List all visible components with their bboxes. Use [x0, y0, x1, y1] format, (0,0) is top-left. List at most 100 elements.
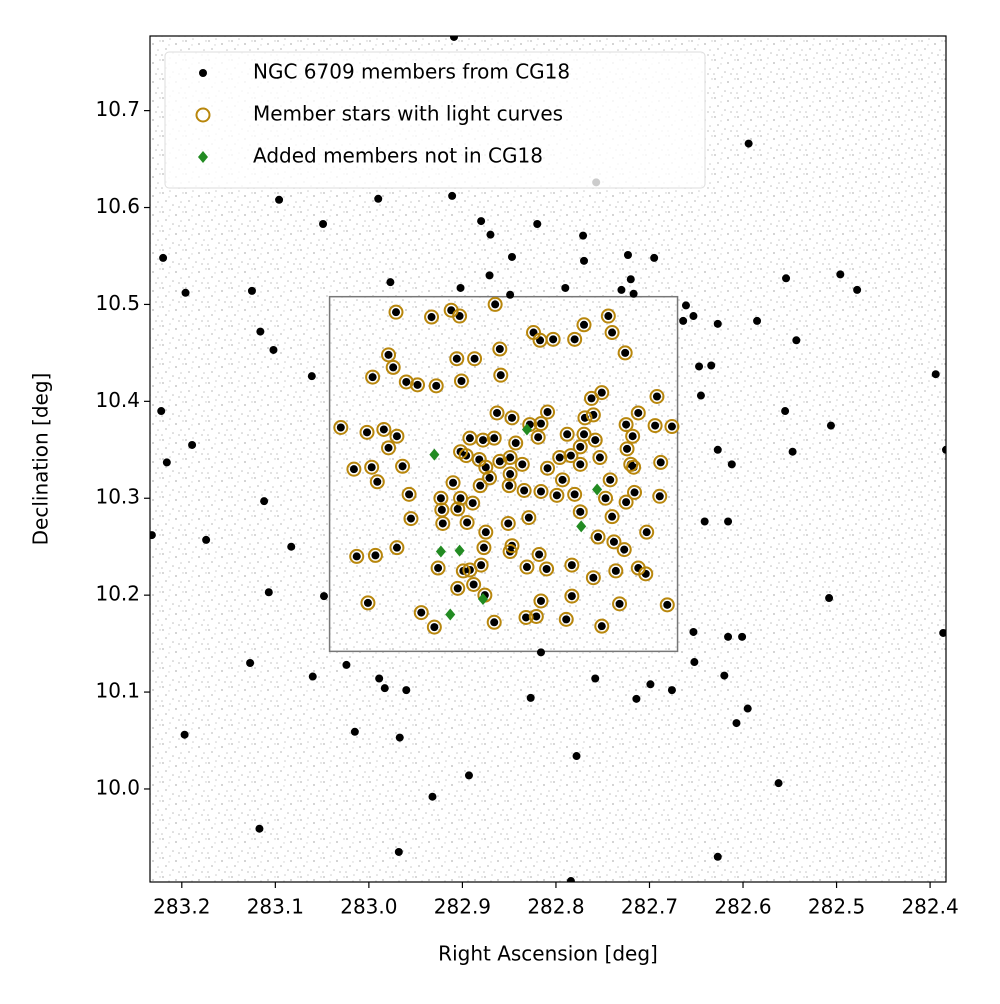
x-tick-label: 282.8 — [527, 895, 584, 919]
dot-marker — [452, 354, 461, 363]
dot-marker — [307, 372, 316, 381]
dot-marker — [375, 674, 384, 683]
ring-marker — [549, 487, 565, 503]
dot-marker — [743, 704, 752, 713]
diamond-marker — [435, 545, 446, 558]
ring-marker — [545, 331, 561, 347]
dot-marker — [398, 462, 407, 471]
ring-marker — [395, 458, 411, 474]
dot-marker — [463, 518, 472, 527]
dot-marker — [367, 463, 376, 472]
dot-marker — [468, 499, 477, 508]
dot-marker — [436, 494, 445, 503]
ring-marker — [502, 466, 518, 482]
ring-marker — [533, 416, 549, 432]
dot-marker — [486, 230, 495, 239]
ring-marker — [638, 566, 654, 582]
dot-marker — [437, 505, 446, 514]
ring-marker — [504, 410, 520, 426]
dot-marker — [319, 592, 328, 601]
dot-marker — [363, 428, 372, 437]
dot-marker — [580, 320, 589, 329]
x-tick-label: 282.5 — [808, 895, 865, 919]
diamond-marker — [429, 448, 440, 461]
dot-marker — [651, 421, 660, 430]
ring-marker — [594, 385, 610, 401]
dot-marker — [604, 312, 613, 321]
dot-marker — [782, 274, 791, 283]
dot-marker — [579, 231, 588, 240]
dot-marker — [681, 301, 690, 310]
dot-marker — [570, 335, 579, 344]
dot-marker — [384, 443, 393, 452]
ring-marker — [540, 460, 556, 476]
ring-marker — [526, 325, 542, 341]
ring-marker — [381, 347, 397, 363]
ring-marker — [649, 388, 665, 404]
dot-marker — [689, 627, 698, 636]
ring-marker — [516, 482, 532, 498]
dot-marker — [656, 458, 665, 467]
dot-marker — [485, 271, 494, 280]
diamond-marker — [592, 483, 603, 496]
dot-marker — [570, 490, 579, 499]
dot-marker — [417, 608, 426, 617]
dot-marker — [496, 371, 505, 380]
dot-marker — [342, 660, 351, 669]
ring-marker — [616, 542, 632, 558]
ring-marker — [567, 486, 583, 502]
dot-marker — [518, 460, 527, 469]
ring-marker — [558, 611, 574, 627]
ring-marker — [465, 495, 481, 511]
y-tick-label: 10.1 — [95, 679, 140, 703]
ring-marker — [564, 588, 580, 604]
dot-marker — [449, 478, 458, 487]
dot-marker — [350, 727, 359, 736]
dot-marker — [269, 345, 278, 354]
dot-marker — [199, 69, 207, 77]
dot-marker — [655, 492, 664, 501]
ring-marker — [540, 404, 556, 420]
dot-marker — [535, 550, 544, 559]
dot-marker — [457, 376, 466, 385]
dot-marker — [448, 191, 457, 200]
ring-marker — [587, 432, 603, 448]
dot-marker — [667, 686, 676, 695]
ring-marker — [381, 440, 397, 456]
ring-marker — [572, 504, 588, 520]
ring-marker — [508, 435, 524, 451]
dot-marker — [713, 319, 722, 328]
ring-marker — [604, 325, 620, 341]
ring-marker — [606, 534, 622, 550]
x-tick-label: 283.2 — [153, 895, 210, 919]
ring-marker — [466, 576, 482, 592]
ring-marker — [639, 524, 655, 540]
dot-marker — [567, 561, 576, 570]
ring-marker — [449, 351, 465, 367]
dot-marker — [406, 514, 415, 523]
dot-marker — [430, 623, 439, 632]
dot-marker — [576, 460, 585, 469]
ring-marker — [602, 472, 618, 488]
dot-marker — [506, 290, 515, 299]
ring-marker — [559, 426, 575, 442]
ring-marker — [576, 317, 592, 333]
ring-marker — [518, 609, 534, 625]
y-tick-label: 10.0 — [95, 775, 140, 799]
ring-marker — [433, 490, 449, 506]
ring-marker — [389, 540, 405, 556]
x-tick-label: 282.9 — [434, 895, 491, 919]
dot-marker — [481, 528, 490, 537]
dot-marker — [395, 733, 404, 742]
ring-marker — [567, 331, 583, 347]
ring-marker — [450, 501, 466, 517]
dot-marker — [413, 380, 422, 389]
dot-marker — [491, 300, 500, 309]
legend-label: Added members not in CG18 — [253, 144, 543, 168]
ring-marker — [626, 459, 642, 475]
diamond-marker — [477, 593, 488, 606]
dot-marker — [690, 658, 699, 667]
diamond-marker — [445, 608, 456, 621]
